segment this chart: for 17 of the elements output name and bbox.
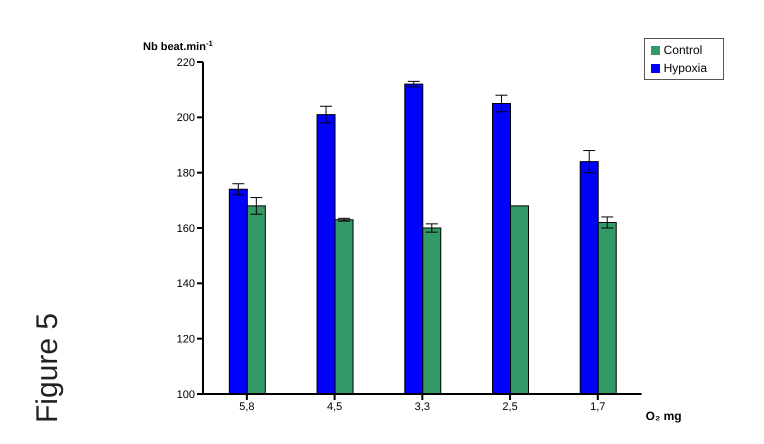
y-tick-label: 160 <box>176 222 195 235</box>
y-tick-label: 220 <box>176 56 195 69</box>
y-tick-label: 140 <box>176 278 195 290</box>
caption: Figure 5 <box>31 312 65 424</box>
y-tick-label: 200 <box>176 112 195 124</box>
x-tick-label: 3,3 <box>414 400 430 413</box>
y-axis-title: Nb beat.min$^{-1}$ <box>143 38 214 53</box>
x-axis-title: O₂ mg <box>646 409 682 423</box>
x-tick-label: 5,8 <box>239 400 255 413</box>
legend-label: Control <box>664 43 702 57</box>
x-tick-label: 1,7 <box>590 400 606 413</box>
y-tick-label: 120 <box>176 334 195 346</box>
x-tick-label: 4,5 <box>326 400 342 413</box>
y-tick-label: 100 <box>176 388 195 401</box>
x-tick-label: 2,5 <box>502 400 518 413</box>
y-tick-label: 180 <box>176 168 195 180</box>
legend-label: Hypoxia <box>664 61 707 75</box>
